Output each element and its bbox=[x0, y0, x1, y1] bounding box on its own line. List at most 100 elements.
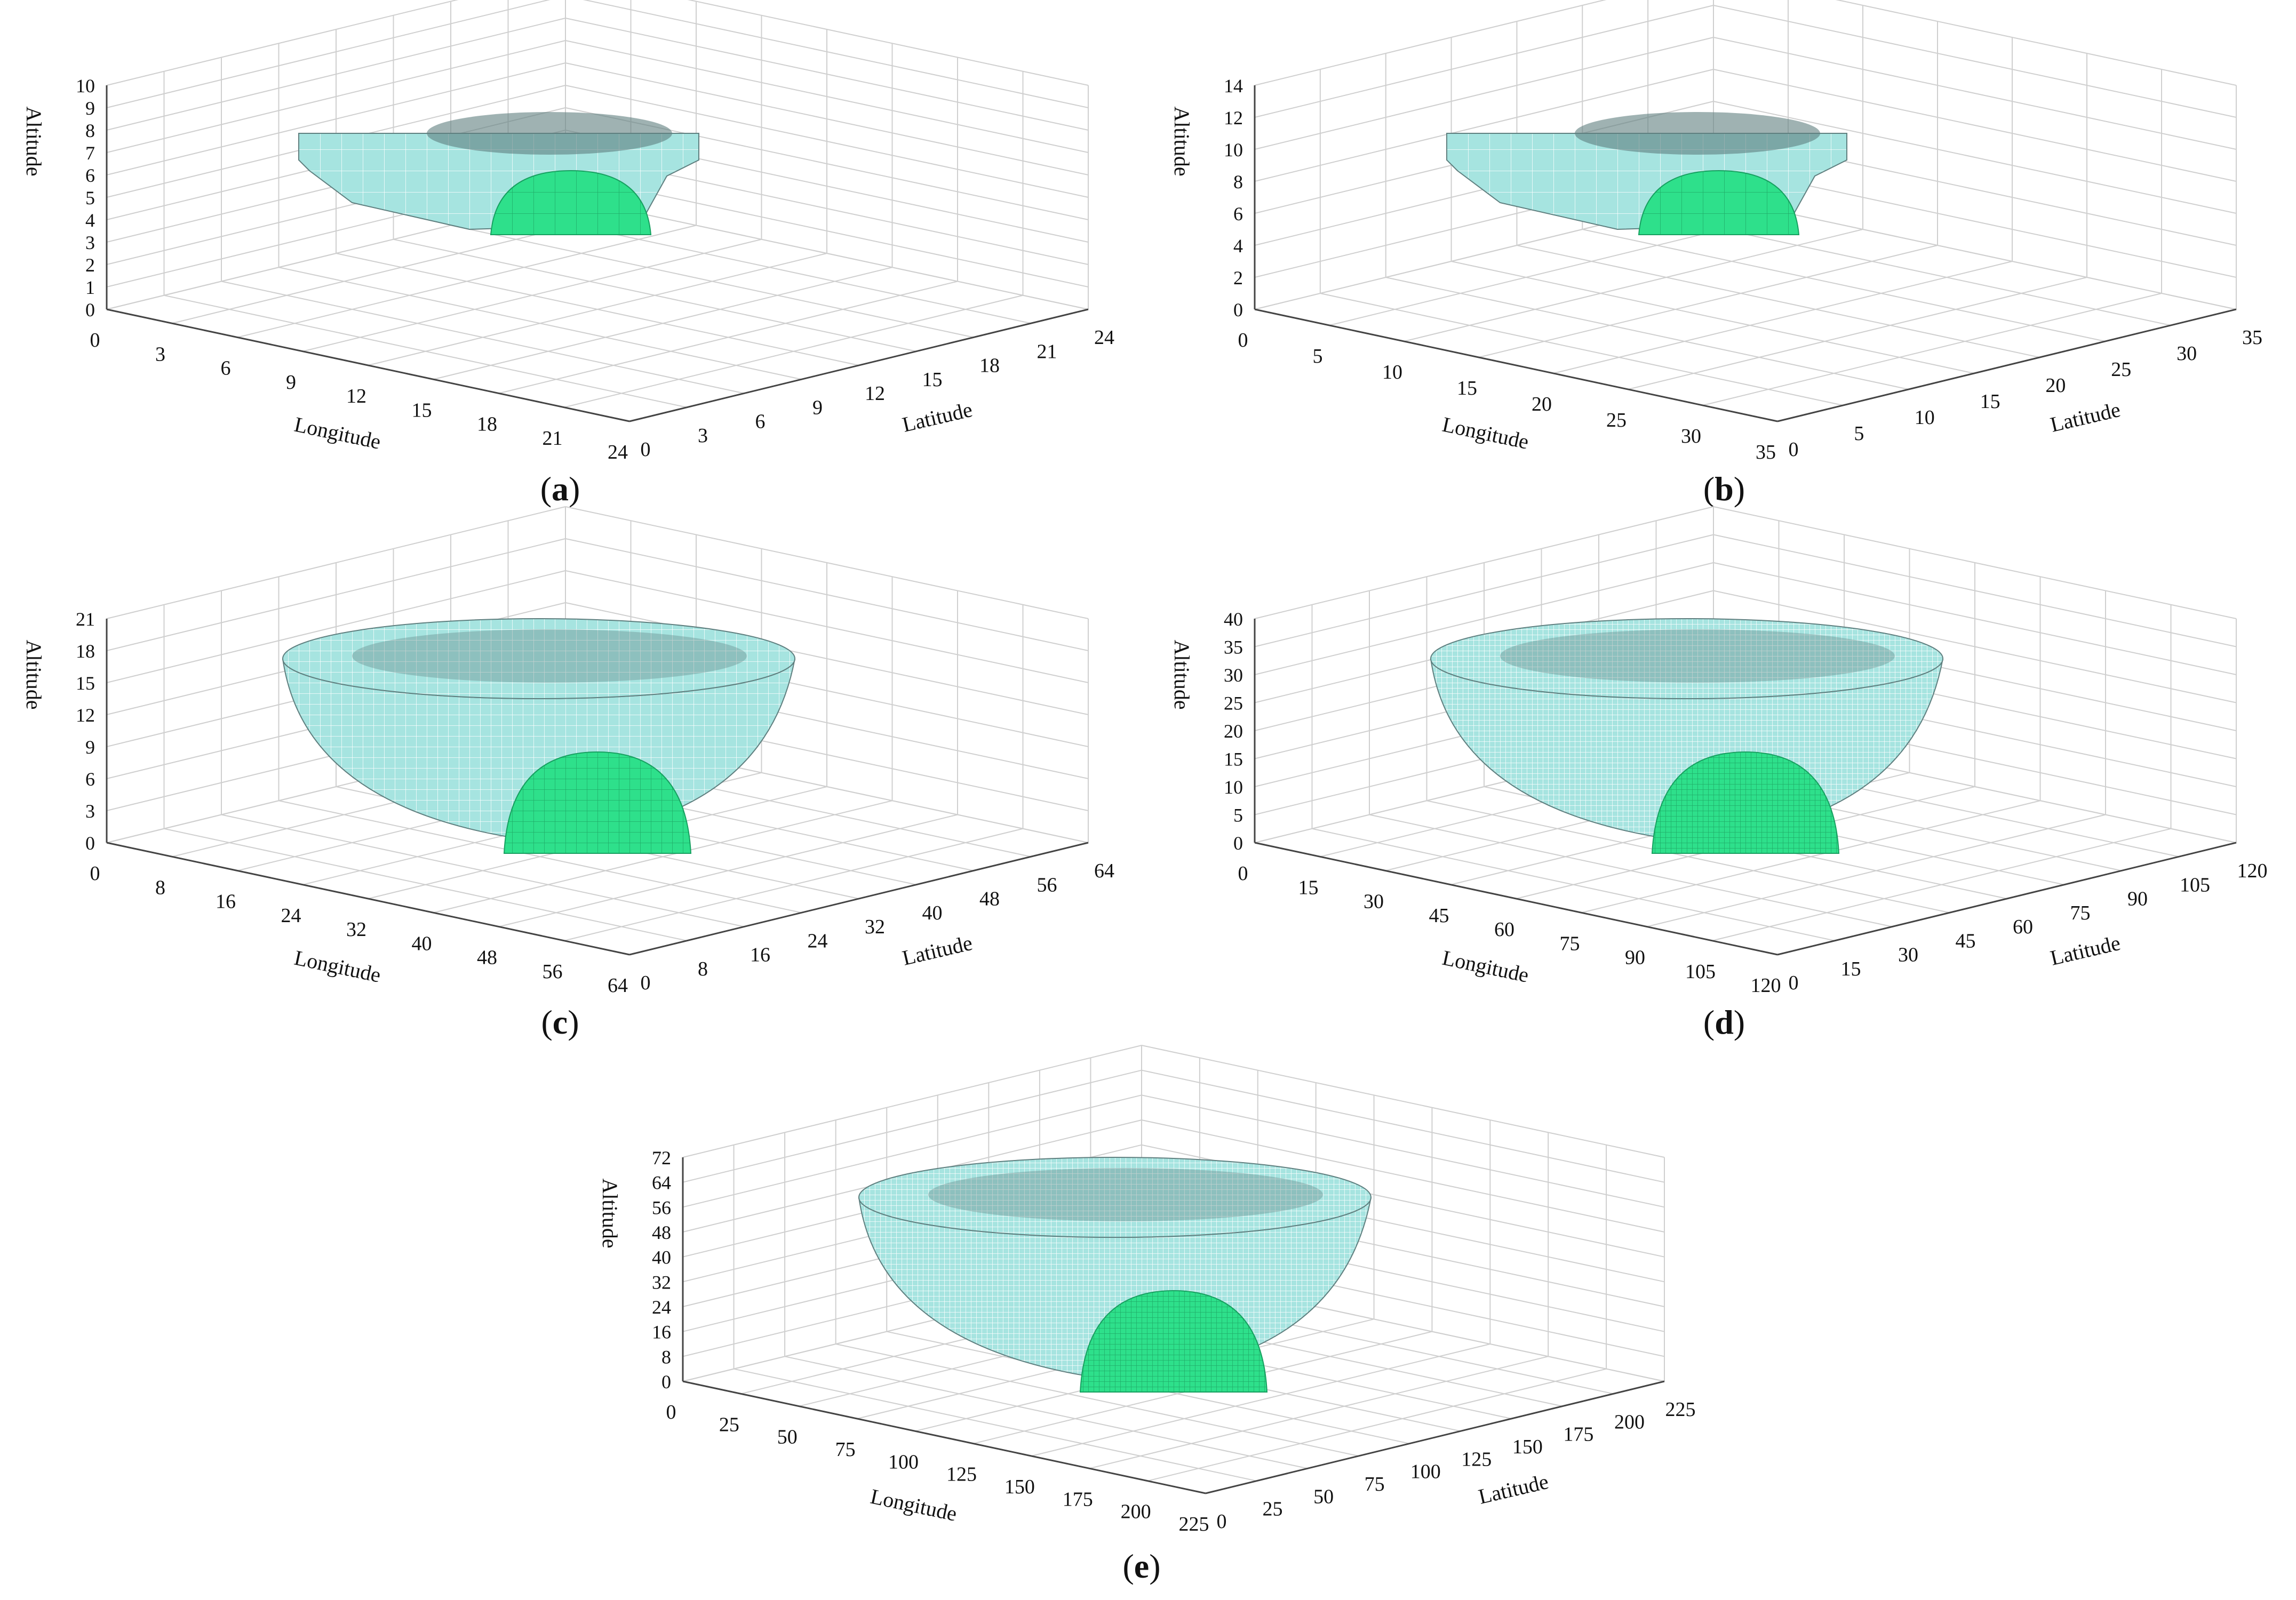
shell-rim bbox=[282, 618, 795, 699]
mound-body bbox=[1079, 1290, 1268, 1393]
shell-inner-rim bbox=[427, 112, 672, 155]
y-axis-title: Latitude bbox=[900, 397, 975, 437]
y-tick-label: 10 bbox=[1915, 406, 1935, 429]
x-tick-label: 8 bbox=[155, 876, 165, 899]
z-axis-title: Altitude bbox=[1170, 639, 1194, 709]
y-axis-line bbox=[629, 842, 1089, 956]
y-tick-label: 150 bbox=[1512, 1436, 1543, 1458]
x-tick-label: 75 bbox=[835, 1438, 856, 1461]
y-tick-label: 21 bbox=[1037, 340, 1057, 363]
y-tick-label: 45 bbox=[1956, 930, 1976, 952]
y-tick-label: 25 bbox=[2111, 358, 2131, 381]
shell-inner bbox=[352, 629, 747, 683]
z-tick-label: 5 bbox=[85, 187, 95, 209]
z-tick-label: 10 bbox=[1224, 777, 1243, 798]
y-tick-label: 6 bbox=[755, 411, 766, 433]
x-tick-label: 25 bbox=[719, 1413, 739, 1436]
y-axis-title: Latitude bbox=[2048, 931, 2123, 970]
mound-body bbox=[1651, 751, 1840, 854]
y-tick-label: 18 bbox=[979, 355, 1000, 377]
y-tick-label: 48 bbox=[979, 888, 1000, 910]
y-tick-label: 225 bbox=[1665, 1398, 1696, 1421]
z-tick-label: 24 bbox=[652, 1297, 671, 1318]
tick-labels: 0 5 10 15 20 25 30 35 0 5 10 15 20 25 30 35 0 2 4 6 8 10 12 14 bbox=[1224, 75, 2262, 463]
caption-d: (d) bbox=[1703, 1003, 1745, 1041]
x-axis-title: Longitude bbox=[292, 946, 383, 987]
x-tick-label: 24 bbox=[608, 441, 628, 463]
voxel-object bbox=[282, 618, 795, 854]
panel-e: 0 25 50 75 100 125 150 175 200 225 0 25 50 75 100 125 15… bbox=[576, 1045, 1724, 1595]
x-axis-title: Longitude bbox=[292, 412, 383, 454]
shell-rim bbox=[1430, 618, 1943, 699]
y-tick-label: 15 bbox=[1841, 958, 1861, 980]
z-tick-label: 6 bbox=[85, 165, 95, 186]
mound-body bbox=[503, 751, 692, 854]
x-tick-label: 90 bbox=[1625, 947, 1645, 969]
x-axis-line bbox=[682, 1380, 1206, 1494]
x-tick-label: 15 bbox=[1457, 377, 1477, 399]
y-tick-label: 120 bbox=[2237, 860, 2268, 882]
x-tick-label: 32 bbox=[346, 918, 366, 941]
y-tick-label: 24 bbox=[1094, 326, 1114, 349]
x-tick-label: 10 bbox=[1382, 361, 1402, 383]
z-tick-label: 10 bbox=[1224, 139, 1243, 161]
x-tick-label: 100 bbox=[888, 1451, 919, 1473]
x-tick-label: 21 bbox=[543, 427, 563, 450]
y-tick-label: 40 bbox=[922, 902, 943, 924]
x-tick-label: 150 bbox=[1004, 1476, 1035, 1498]
y-tick-label: 125 bbox=[1461, 1448, 1492, 1470]
x-axis-line bbox=[1254, 842, 1778, 956]
z-axis-title: Altitude bbox=[1170, 106, 1194, 176]
y-tick-label: 75 bbox=[2070, 902, 2091, 924]
z-tick-label: 64 bbox=[652, 1172, 671, 1194]
x-tick-label: 25 bbox=[1606, 409, 1627, 431]
shell-inner-rim bbox=[1575, 112, 1820, 155]
y-tick-label: 30 bbox=[1898, 944, 1918, 966]
x-tick-label: 6 bbox=[221, 357, 231, 380]
z-tick-label: 4 bbox=[1233, 235, 1243, 257]
z-tick-label: 0 bbox=[85, 299, 95, 321]
x-tick-label: 15 bbox=[1298, 876, 1319, 899]
voxel-object bbox=[1446, 112, 1847, 235]
panel-c: 0 8 16 24 32 40 48 56 64 0 8 16 24 32 40 48 56 64 0 3 6 9 12 15… bbox=[0, 506, 1148, 1056]
y-tick-label: 75 bbox=[1365, 1473, 1385, 1495]
x-tick-label: 30 bbox=[1364, 891, 1384, 913]
plot-3d-b: 0 5 10 15 20 25 30 35 0 5 10 15 20 25 30 35 0 2 4 6 8 10 12 14 L… bbox=[1170, 0, 2262, 463]
z-tick-label: 1 bbox=[85, 277, 95, 298]
z-tick-label: 14 bbox=[1224, 75, 1243, 97]
y-tick-label: 0 bbox=[1789, 972, 1799, 994]
x-tick-label: 0 bbox=[90, 329, 100, 351]
mound-body bbox=[1638, 170, 1800, 235]
y-tick-label: 35 bbox=[2242, 326, 2262, 349]
y-tick-label: 24 bbox=[808, 930, 828, 952]
z-tick-label: 9 bbox=[85, 737, 95, 758]
y-tick-label: 15 bbox=[1980, 390, 2000, 413]
x-tick-label: 15 bbox=[412, 399, 432, 421]
x-tick-label: 9 bbox=[286, 371, 296, 394]
x-tick-label: 225 bbox=[1179, 1513, 1209, 1535]
z-tick-label: 18 bbox=[76, 641, 95, 662]
x-tick-label: 35 bbox=[1756, 441, 1776, 463]
x-axis-line bbox=[106, 842, 630, 956]
shell-inner bbox=[928, 1168, 1323, 1221]
z-tick-label: 3 bbox=[85, 801, 95, 822]
shell-inner bbox=[1500, 629, 1895, 683]
voxel-object bbox=[1430, 618, 1943, 854]
y-tick-label: 60 bbox=[2013, 916, 2033, 938]
z-tick-label: 4 bbox=[85, 210, 95, 231]
x-tick-label: 40 bbox=[412, 932, 432, 955]
z-tick-label: 0 bbox=[661, 1371, 671, 1393]
z-tick-label: 48 bbox=[652, 1222, 671, 1243]
y-tick-label: 32 bbox=[865, 916, 885, 938]
y-tick-label: 5 bbox=[1854, 422, 1864, 445]
plot-3d-e: 0 25 50 75 100 125 150 175 200 225 0 25 50 75 100 125 15… bbox=[598, 1045, 1696, 1535]
x-tick-label: 48 bbox=[477, 947, 497, 969]
x-tick-label: 24 bbox=[281, 905, 301, 927]
tick-labels: 0 8 16 24 32 40 48 56 64 0 8 16 24 32 40 48 56 64 0 3 6 9 12 15… bbox=[76, 609, 1114, 997]
z-tick-label: 20 bbox=[1224, 721, 1243, 742]
x-tick-label: 5 bbox=[1313, 345, 1323, 367]
z-tick-label: 9 bbox=[85, 98, 95, 119]
x-tick-label: 120 bbox=[1751, 974, 1781, 997]
z-tick-label: 6 bbox=[85, 769, 95, 790]
